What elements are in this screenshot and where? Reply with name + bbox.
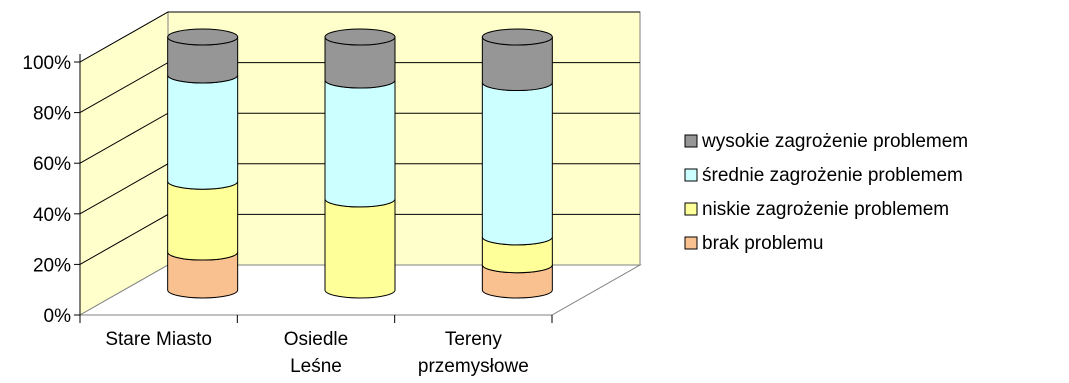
- side-wall: [79, 11, 169, 316]
- bar-top-0: [167, 28, 239, 46]
- legend-label: wysokie zagrożenie problemem: [701, 131, 968, 152]
- y-tick-label: 60%: [33, 154, 71, 175]
- legend-swatch: [684, 168, 698, 182]
- bar-segment-1-2: [324, 79, 396, 208]
- x-category-label: Stare Miasto: [105, 329, 212, 350]
- y-tick-label: 100%: [22, 53, 71, 74]
- x-category-label: Osiedle: [284, 329, 348, 350]
- x-category-label: Leśne: [290, 356, 342, 377]
- x-category-label: przemysłowe: [418, 356, 529, 377]
- legend-label: średnie zagrożenie problemem: [702, 165, 963, 186]
- back-wall: [167, 11, 641, 266]
- y-tick-label: 20%: [33, 255, 71, 276]
- x-category-label: Tereny: [445, 329, 503, 350]
- legend-swatch: [684, 134, 698, 148]
- bar-top-2: [481, 28, 553, 46]
- gridline: [79, 11, 640, 63]
- legend-swatch: [684, 202, 698, 216]
- bar-segment-2-2: [481, 82, 553, 246]
- y-tick-label: 0%: [44, 306, 72, 327]
- y-tick-label: 80%: [33, 104, 71, 125]
- legend-label: brak problemu: [702, 233, 823, 254]
- y-tick-label: 40%: [33, 205, 71, 226]
- bar-top-1: [324, 28, 396, 46]
- legend-swatch: [684, 236, 698, 250]
- bar-segment-0-2: [167, 74, 239, 190]
- bar-segment-0-1: [167, 181, 239, 261]
- legend-label: niskie zagrożenie problemem: [702, 199, 949, 220]
- bar-segment-1-1: [324, 198, 396, 299]
